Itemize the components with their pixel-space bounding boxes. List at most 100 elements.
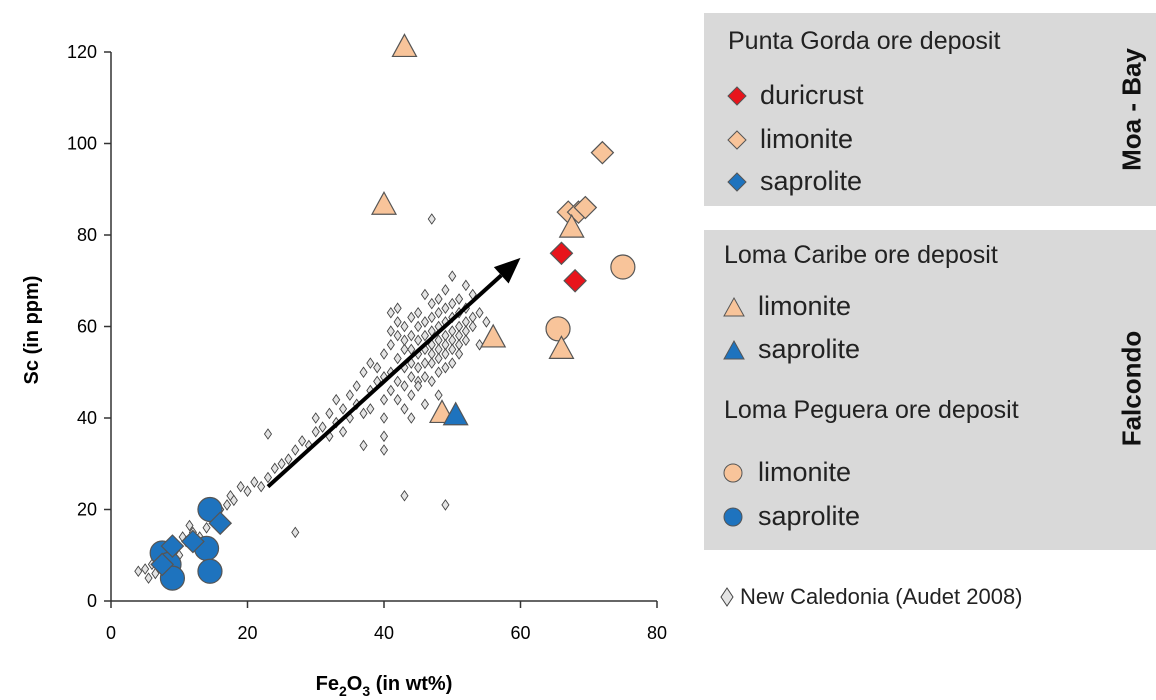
nc-point [379, 412, 389, 424]
x-axis-title: Fe2O3 (in wt%) [316, 673, 453, 699]
nc-point [202, 522, 211, 534]
nc-point [420, 329, 429, 342]
nc-point [434, 389, 443, 401]
nc-point [400, 489, 409, 502]
legend-title-loma-peguera: Loma Peguera ore deposit [724, 396, 1019, 424]
nc-point [144, 572, 153, 584]
nc-point [263, 428, 273, 440]
nc-point [263, 471, 273, 484]
nc-point [229, 494, 238, 507]
circle-blue-icon [723, 507, 743, 527]
nc-point [257, 480, 266, 493]
nc-point [427, 375, 436, 388]
x-tick-label: 20 [237, 623, 257, 643]
legend-label-new-caledonia: New Caledonia (Audet 2008) [740, 584, 1023, 609]
nc-point [359, 407, 368, 420]
nc-point [414, 361, 423, 374]
nc-point [277, 457, 286, 470]
nc-point [448, 343, 457, 356]
nc-point [379, 430, 389, 443]
circle-point [197, 496, 223, 523]
triangle-blue-icon [723, 339, 745, 360]
nc-point [284, 453, 293, 465]
nc-point [434, 293, 443, 305]
nc-point [291, 526, 300, 539]
axes: 0 20 40 60 80 0 20 40 60 80 100 120 [67, 42, 667, 643]
circle-peach-icon [723, 463, 743, 483]
nc-point [386, 306, 395, 319]
nc-point [134, 565, 143, 578]
nc-point [270, 462, 279, 475]
diamond-point [573, 195, 598, 220]
nc-point [400, 403, 409, 415]
y-tick-label: 120 [67, 42, 97, 62]
legend-box-falcondo: Loma Caribe ore deposit limonite saproli… [704, 230, 1156, 550]
nc-point [407, 329, 416, 342]
nc-point [400, 320, 409, 333]
nc-point [379, 348, 389, 360]
small-diamond-icon [720, 587, 734, 607]
nc-point [455, 293, 464, 305]
nc-point [468, 320, 477, 333]
nc-point [448, 270, 457, 282]
y-tick-label: 20 [77, 500, 97, 520]
legend-title-punta-gorda: Punta Gorda ore deposit [728, 27, 1001, 55]
nc-point [427, 297, 436, 310]
nc-point [407, 389, 416, 401]
new-caledonia-points [134, 213, 491, 584]
nc-point [448, 297, 457, 310]
nc-point [441, 284, 450, 296]
nc-point [414, 320, 423, 333]
nc-point [185, 519, 194, 532]
nc-point [393, 352, 402, 365]
triangle-point [391, 33, 418, 58]
legend-label-limonite-lc: limonite [758, 291, 852, 321]
nc-point [400, 334, 409, 347]
nc-point [243, 485, 252, 497]
nc-point [400, 380, 409, 392]
nc-point [414, 306, 423, 319]
x-tick-label: 40 [374, 623, 394, 643]
nc-point [414, 334, 423, 347]
nc-point [434, 366, 443, 379]
nc-point [311, 412, 320, 424]
diamond-point [590, 140, 615, 165]
nc-point [427, 213, 436, 225]
nc-point [393, 375, 402, 388]
nc-point [441, 499, 450, 511]
y-tick-label: 40 [77, 408, 97, 428]
nc-point [141, 563, 150, 575]
y-tick-label: 0 [87, 591, 97, 611]
diamond-point [208, 511, 233, 536]
nc-point [441, 302, 450, 314]
x-tick-label: 60 [510, 623, 530, 643]
legend-label-limonite-lp: limonite [758, 457, 852, 487]
nc-point [393, 393, 402, 406]
nc-point [455, 348, 464, 360]
trend-arrow [266, 257, 521, 489]
diamond-red-icon [727, 86, 747, 106]
legend-label-saprolite-pg: saprolite [760, 166, 863, 196]
nc-point [393, 316, 402, 328]
nc-point [373, 361, 382, 374]
legend-label-saprolite-lc: saprolite [758, 334, 861, 364]
nc-point [420, 316, 429, 328]
nc-point [393, 329, 402, 342]
diamond-point [181, 529, 205, 554]
nc-point [461, 279, 470, 292]
nc-point [414, 380, 423, 392]
scatter-chart: 0 20 40 60 80 0 20 40 60 80 100 120 Sc (in ppm) Fe2… [21, 33, 667, 699]
nc-point [222, 499, 232, 511]
nc-point [236, 480, 245, 493]
nc-point [427, 357, 436, 369]
circle-point [197, 558, 223, 584]
group-label-moa-bay: Moa - Bay [1116, 48, 1147, 171]
nc-point [318, 421, 327, 433]
diamond-point [160, 534, 185, 558]
legend-new-caledonia: New Caledonia (Audet 2008) [720, 584, 1023, 610]
y-axis-title: Sc (in ppm) [21, 276, 43, 385]
nc-point [379, 444, 389, 456]
nc-point [325, 407, 334, 420]
triangle-peach-icon [723, 296, 745, 317]
nc-point [441, 361, 450, 374]
